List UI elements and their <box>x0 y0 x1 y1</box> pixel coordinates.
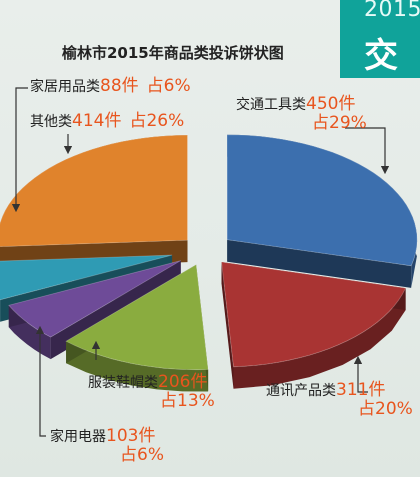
label-traffic-count: 450件 <box>306 94 356 114</box>
pie-slice-side-apparel <box>66 341 209 392</box>
pie-slice-top-furniture <box>0 254 173 301</box>
label-telecom: 通讯产品类311件 占20% <box>266 382 413 418</box>
pie-slice-top-traffic <box>226 134 418 267</box>
label-other-name: 其他类 <box>30 114 72 130</box>
pie-slice-side-telecom <box>233 288 406 389</box>
label-furniture-name: 家居用品类 <box>30 79 100 95</box>
leader-line-traffic <box>345 127 390 175</box>
label-apparel-count: 206件 <box>158 372 208 392</box>
pie-slice-top-telecom <box>221 261 407 368</box>
label-furniture: 家居用品类88件 占6% <box>30 78 191 95</box>
pie-slice-telecom <box>221 261 407 389</box>
label-furniture-count: 88件 <box>100 76 139 96</box>
banner-word: 交通 <box>364 36 400 76</box>
label-other-share: 占26% <box>129 111 185 131</box>
label-apparel: 服装鞋帽类206件 占13% <box>88 374 215 410</box>
label-telecom-name: 通讯产品类 <box>266 383 336 399</box>
label-other-count: 414件 <box>72 111 122 131</box>
pie-slice-traffic <box>226 134 418 288</box>
label-apparel-share: 占13% <box>160 391 215 411</box>
label-traffic-name: 交通工具类 <box>236 97 306 113</box>
label-appliance-share: 占6% <box>120 445 164 465</box>
leader-line-furniture <box>11 87 28 213</box>
label-furniture-share: 占6% <box>146 76 191 96</box>
pie-slice-edge-traffic-1 <box>227 239 412 288</box>
label-appliance-name: 家用电器 <box>50 429 106 445</box>
label-telecom-share: 占20% <box>358 399 413 419</box>
pie-slice-edge-telecom-1 <box>221 262 234 389</box>
pie-slice-apparel <box>65 264 209 392</box>
label-appliance: 家用电器103件 占6% <box>50 428 164 464</box>
pie-slice-top-other <box>0 134 188 248</box>
leader-line-telecom <box>353 355 368 393</box>
banner-year: 2015 <box>364 0 420 22</box>
label-other: 其他类414件 占26% <box>30 113 184 130</box>
pie-slice-other <box>0 134 188 269</box>
label-apparel-name: 服装鞋帽类 <box>88 375 158 391</box>
label-appliance-count: 103件 <box>106 426 156 446</box>
label-traffic: 交通工具类450件 占29% <box>236 96 367 132</box>
pie-slice-top-apparel <box>65 264 209 371</box>
label-traffic-share: 占29% <box>312 113 367 133</box>
header-banner: 2015 交通 <box>340 0 420 78</box>
leader-line-appliance <box>35 325 46 437</box>
chart-title: 榆林市2015年商品类投诉饼状图 <box>62 44 284 62</box>
label-telecom-count: 311件 <box>336 380 386 400</box>
pie-slice-top-appliance <box>8 260 181 338</box>
